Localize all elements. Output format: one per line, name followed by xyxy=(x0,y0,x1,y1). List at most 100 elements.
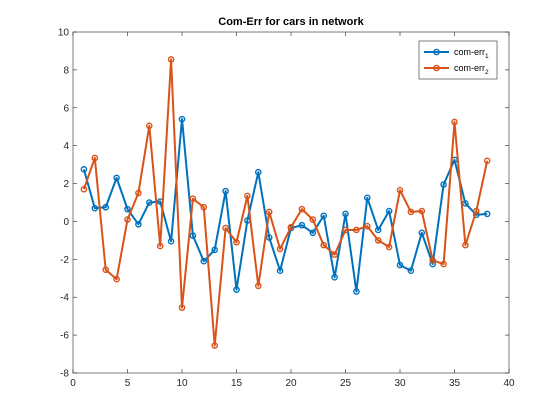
series-2-point xyxy=(178,304,186,311)
series-1-point xyxy=(102,203,109,211)
series-2-point xyxy=(113,275,120,283)
series-1-point xyxy=(418,229,426,237)
plot-area-background xyxy=(73,32,509,373)
y-tick-label: 0 xyxy=(63,217,69,228)
legend-label-2: com-err2 xyxy=(454,63,489,76)
y-tick-label: 4 xyxy=(63,141,69,152)
y-tick-label: 10 xyxy=(58,28,70,39)
series-1 xyxy=(80,115,491,295)
series-2-point xyxy=(407,208,415,216)
series-1-point xyxy=(483,210,491,218)
series-2-point xyxy=(451,118,458,126)
series-2-point xyxy=(156,242,164,250)
x-tick-label: 35 xyxy=(449,378,461,389)
series-2-point xyxy=(276,245,284,253)
series-1-point xyxy=(135,220,142,228)
series-1-point xyxy=(167,238,175,245)
series-2-point xyxy=(418,207,426,215)
series-2-point xyxy=(385,243,393,251)
x-tick-label: 20 xyxy=(285,378,297,389)
series-1-point xyxy=(124,205,131,213)
series-2-point xyxy=(222,224,229,232)
x-tick-label: 5 xyxy=(125,378,131,389)
series-1-point xyxy=(309,229,317,237)
series-2-point xyxy=(287,223,295,231)
series-1-point xyxy=(276,267,284,275)
series-1-point xyxy=(320,212,328,220)
series-2-point xyxy=(167,56,175,63)
series-1-point xyxy=(145,199,153,206)
series-1-point xyxy=(342,210,349,218)
series-2-point xyxy=(244,192,251,200)
series-2-point xyxy=(429,256,437,264)
x-tick-label: 25 xyxy=(340,378,352,389)
series-1-point xyxy=(407,267,415,275)
series-1-point xyxy=(363,194,371,202)
series-2-point xyxy=(254,282,262,290)
x-tick-label: 0 xyxy=(70,378,76,389)
series-2-point xyxy=(211,342,218,349)
series-2-point xyxy=(265,208,273,216)
series-1-point xyxy=(200,257,208,265)
legend-marker-2 xyxy=(433,64,440,72)
series-1-point xyxy=(265,234,273,241)
legend-box xyxy=(418,40,498,80)
series-1-point xyxy=(178,115,186,123)
legend: com-err1 com-err2 xyxy=(418,40,498,80)
series-2-point xyxy=(80,185,88,193)
series-1-point xyxy=(211,246,218,254)
series-2 xyxy=(80,56,491,349)
series-2-point xyxy=(353,226,360,234)
y-tick-label: 2 xyxy=(63,179,69,190)
y-tick-label: 6 xyxy=(63,103,69,114)
series-1-point xyxy=(80,166,88,173)
series-2-point xyxy=(189,195,197,203)
y-tick-label: -2 xyxy=(60,255,69,266)
series-1-point xyxy=(222,187,229,195)
series-1-point xyxy=(374,226,382,234)
series-1-point xyxy=(396,261,404,269)
series-1-point xyxy=(113,174,120,182)
legend-marker-1 xyxy=(433,48,440,56)
series-2-point xyxy=(309,216,317,223)
series-2-point xyxy=(233,238,240,246)
series-2-point xyxy=(342,226,349,234)
series-2-point xyxy=(462,241,469,249)
legend-label-1: com-err1 xyxy=(454,47,489,60)
series-layer xyxy=(80,56,491,349)
x-tick-label: 10 xyxy=(176,378,188,389)
series-2-point xyxy=(472,207,480,215)
series-1-point xyxy=(189,232,197,239)
series-1-point xyxy=(91,204,99,212)
series-1-point xyxy=(254,168,262,176)
series-2-point xyxy=(135,189,142,197)
series-1-point xyxy=(429,260,437,268)
series-1-point xyxy=(385,207,393,215)
series-2-point xyxy=(331,251,338,258)
chart-title: Com-Err for cars in network xyxy=(218,16,364,28)
y-tick-label: -4 xyxy=(60,293,69,304)
series-1-point xyxy=(233,286,240,293)
series-2-point xyxy=(363,222,371,230)
series-2-point xyxy=(200,203,208,211)
y-tick-label: -8 xyxy=(60,369,69,380)
x-tick-label: 40 xyxy=(503,378,515,389)
series-2-point xyxy=(396,186,404,194)
series-1-point xyxy=(440,181,447,188)
x-tick-label: 15 xyxy=(231,378,243,389)
series-1-point xyxy=(331,274,338,281)
series-2-point xyxy=(124,216,131,223)
axes: 0 5 10 15 20 25 30 35 40 -8 -6 -4 -2 0 2 4 6 8 10 xyxy=(58,28,515,390)
y-tick-label: -6 xyxy=(60,331,69,342)
series-1-point xyxy=(462,200,469,207)
series-2-point xyxy=(483,157,491,165)
series-2-point xyxy=(102,266,109,274)
series-2-point xyxy=(440,260,447,268)
series-1-point xyxy=(353,288,360,295)
series-2-point xyxy=(91,154,99,162)
x-tick-label: 30 xyxy=(394,378,406,389)
series-2-line xyxy=(82,58,489,347)
series-2-point xyxy=(374,237,382,244)
y-tick-label: 8 xyxy=(63,65,69,76)
